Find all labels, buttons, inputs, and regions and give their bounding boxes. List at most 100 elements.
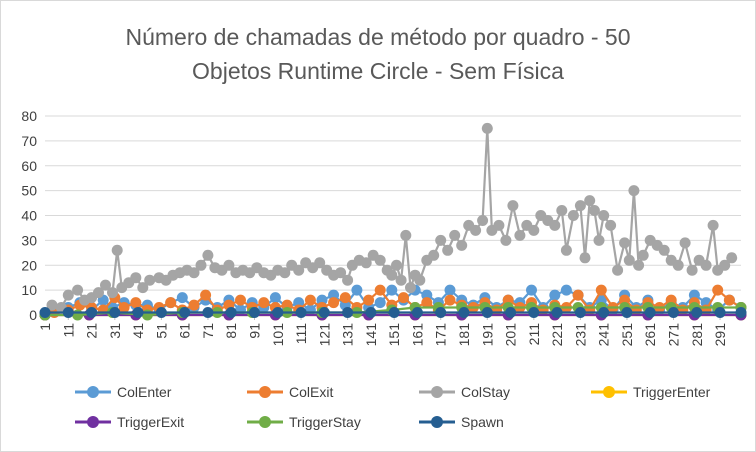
data-point bbox=[679, 237, 691, 249]
data-point bbox=[691, 307, 703, 318]
data-point bbox=[630, 304, 642, 316]
data-point bbox=[279, 267, 291, 279]
legend-swatch-marker bbox=[431, 416, 443, 428]
legend-label: ColStay bbox=[461, 384, 510, 400]
data-point bbox=[658, 244, 670, 256]
data-point bbox=[304, 294, 316, 306]
x-tick-label: 141 bbox=[363, 323, 379, 347]
legend-label: TriggerEnter bbox=[633, 384, 711, 400]
legend-label: TriggerExit bbox=[117, 414, 184, 430]
data-point bbox=[712, 284, 724, 296]
gridlines bbox=[45, 115, 741, 316]
data-point bbox=[155, 307, 167, 318]
data-point bbox=[328, 297, 340, 309]
data-point bbox=[304, 304, 316, 316]
data-point bbox=[100, 279, 111, 291]
legend-swatch-marker bbox=[87, 386, 99, 398]
data-point bbox=[628, 185, 640, 197]
data-point bbox=[351, 284, 363, 296]
data-point bbox=[62, 289, 74, 301]
x-tick-label: 121 bbox=[316, 323, 332, 347]
data-point bbox=[435, 307, 447, 318]
y-tick-label: 10 bbox=[21, 282, 37, 298]
data-point bbox=[686, 264, 698, 276]
data-point bbox=[195, 259, 207, 271]
legend-label: ColExit bbox=[289, 384, 333, 400]
series-group bbox=[39, 122, 747, 321]
data-point bbox=[144, 274, 156, 286]
data-point bbox=[269, 292, 281, 304]
data-point bbox=[421, 297, 433, 309]
data-point bbox=[295, 307, 307, 318]
data-point bbox=[572, 289, 584, 301]
data-point bbox=[118, 302, 130, 313]
data-point bbox=[86, 307, 98, 318]
y-tick-label: 20 bbox=[21, 257, 37, 273]
x-tick-label: 81 bbox=[223, 323, 239, 339]
data-point bbox=[633, 259, 645, 271]
data-point bbox=[141, 309, 153, 321]
legend-item-triggerstay: TriggerStay bbox=[247, 414, 361, 430]
data-point bbox=[374, 254, 386, 266]
data-point bbox=[526, 284, 537, 296]
data-point bbox=[46, 299, 58, 311]
data-point bbox=[200, 289, 212, 301]
x-tick-label: 11 bbox=[60, 323, 76, 338]
data-point bbox=[481, 122, 493, 134]
data-point bbox=[235, 294, 246, 306]
chart-title-line-2: Objetos Runtime Circle - Sem Física bbox=[192, 58, 564, 84]
data-point bbox=[449, 229, 461, 241]
data-point bbox=[677, 304, 689, 316]
data-point bbox=[672, 259, 684, 271]
data-point bbox=[623, 254, 635, 266]
legend-item-colexit: ColExit bbox=[247, 384, 333, 400]
data-point bbox=[386, 284, 398, 296]
data-point bbox=[176, 292, 188, 304]
data-point bbox=[549, 219, 561, 231]
x-tick-label: 201 bbox=[503, 323, 519, 347]
x-tick-label: 221 bbox=[549, 323, 565, 347]
data-point bbox=[318, 307, 330, 318]
data-point bbox=[388, 307, 400, 318]
data-point bbox=[335, 267, 347, 279]
x-tick-label: 271 bbox=[665, 323, 681, 347]
data-point bbox=[644, 307, 656, 318]
legend-swatch-marker bbox=[259, 416, 271, 428]
data-point bbox=[179, 307, 191, 318]
data-point bbox=[339, 292, 351, 304]
data-point bbox=[595, 284, 607, 296]
legend: ColEnter ColExit ColStay TriggerEnter Trigge… bbox=[75, 384, 711, 430]
y-tick-label: 50 bbox=[21, 183, 37, 199]
data-point bbox=[719, 259, 731, 271]
data-point bbox=[414, 274, 426, 286]
data-point bbox=[374, 297, 386, 309]
x-tick-label: 31 bbox=[107, 323, 123, 339]
data-point bbox=[584, 304, 596, 316]
legend-label: TriggerStay bbox=[289, 414, 361, 430]
data-point bbox=[400, 229, 412, 241]
data-point bbox=[272, 307, 284, 318]
x-tick-label: 101 bbox=[270, 323, 286, 347]
x-tick-label: 71 bbox=[200, 323, 216, 339]
data-point bbox=[223, 259, 235, 271]
x-tick-label: 181 bbox=[456, 323, 472, 347]
data-point bbox=[202, 249, 214, 261]
data-point bbox=[528, 307, 540, 318]
data-point bbox=[386, 269, 398, 281]
x-tick-label: 171 bbox=[433, 323, 449, 347]
data-point bbox=[621, 307, 633, 318]
data-point bbox=[507, 200, 519, 212]
data-point bbox=[411, 307, 423, 318]
data-point bbox=[528, 224, 540, 236]
data-point bbox=[391, 259, 402, 271]
x-tick-label: 1 bbox=[37, 323, 53, 331]
series-spawn bbox=[39, 307, 747, 318]
data-point bbox=[165, 297, 177, 309]
x-tick-label: 41 bbox=[130, 323, 146, 339]
data-point bbox=[314, 257, 326, 269]
data-point bbox=[556, 205, 568, 216]
data-point bbox=[342, 274, 354, 286]
legend-item-triggerenter: TriggerEnter bbox=[591, 384, 711, 400]
